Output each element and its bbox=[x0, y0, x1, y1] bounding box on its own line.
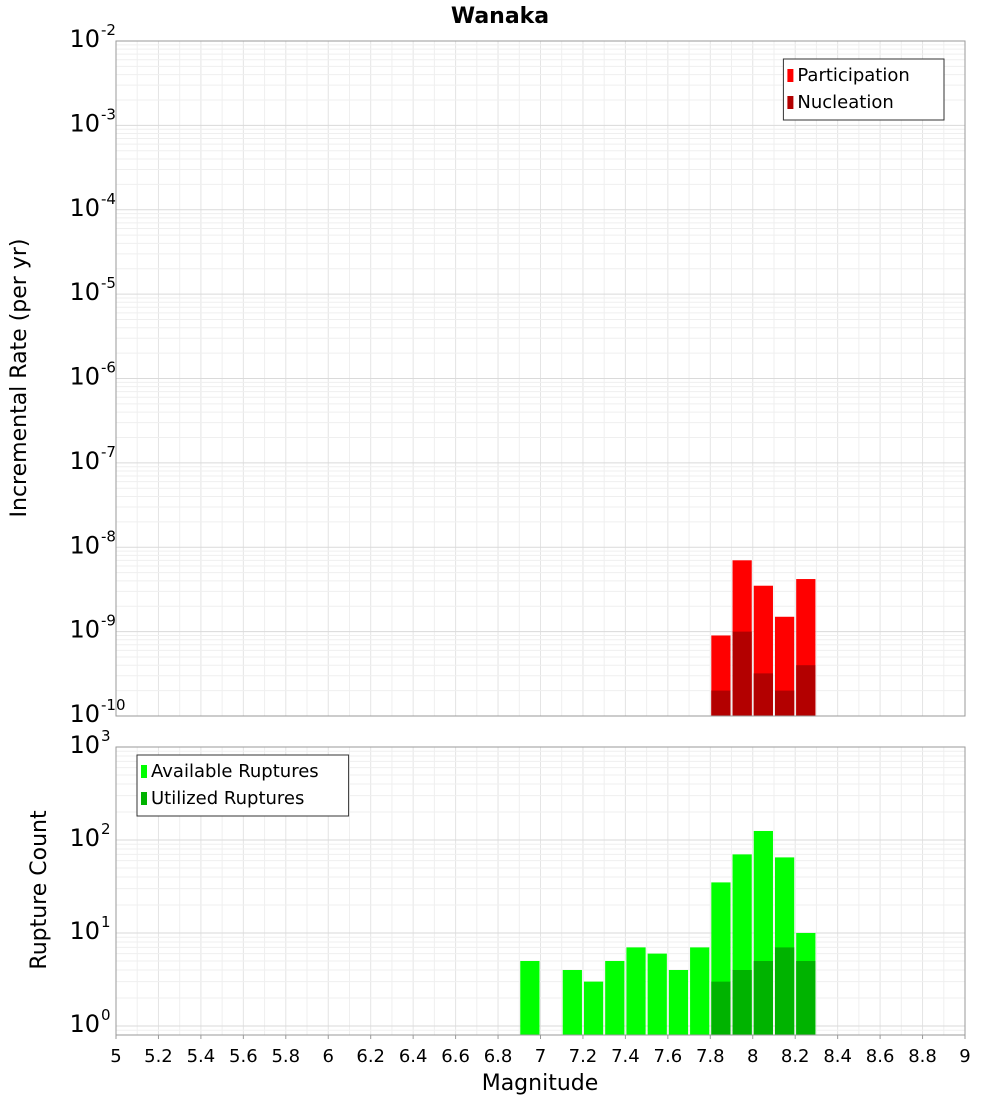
count-y-axis-label: Rupture Count bbox=[27, 810, 52, 970]
y-tick-exponent: 1 bbox=[101, 913, 111, 931]
y-tick-exponent: -5 bbox=[101, 274, 116, 292]
y-tick-label: 10 -5 bbox=[69, 274, 116, 306]
y-tick-base: 10 bbox=[69, 447, 100, 475]
bar-nucleation-7.95 bbox=[732, 631, 752, 716]
legend-label: Available Ruptures bbox=[151, 761, 319, 782]
y-tick-exponent: -6 bbox=[101, 359, 116, 377]
y-tick-exponent: 0 bbox=[101, 1006, 111, 1024]
x-tick-label: 7.8 bbox=[696, 1046, 725, 1067]
y-tick-exponent: 3 bbox=[101, 727, 111, 745]
x-tick-label: 5.6 bbox=[229, 1046, 258, 1067]
x-tick-label: 9 bbox=[959, 1046, 970, 1067]
y-tick-label: 10 0 bbox=[69, 1006, 110, 1038]
y-tick-base: 10 bbox=[69, 1010, 100, 1038]
legend-swatch bbox=[787, 69, 794, 82]
y-tick-exponent: 2 bbox=[101, 820, 111, 838]
bar-available-ruptures-7.25 bbox=[583, 981, 604, 1035]
y-tick-exponent: -3 bbox=[101, 105, 116, 123]
y-tick-base: 10 bbox=[69, 824, 100, 852]
plot-border bbox=[115, 40, 966, 717]
legend-swatch bbox=[141, 765, 147, 778]
y-tick-base: 10 bbox=[69, 194, 100, 222]
x-tick-label: 5 bbox=[110, 1046, 121, 1067]
y-tick-label: 10 -6 bbox=[69, 359, 116, 391]
legend-box bbox=[782, 58, 945, 121]
y-tick-base: 10 bbox=[69, 25, 100, 53]
bar-available-ruptures-7.65 bbox=[668, 969, 689, 1035]
legend-label: Utilized Ruptures bbox=[151, 788, 304, 809]
y-tick-base: 10 bbox=[69, 109, 100, 137]
bar-nucleation-8.15 bbox=[774, 690, 795, 716]
y-tick-base: 10 bbox=[69, 700, 100, 728]
bar-nucleation-8.05 bbox=[753, 673, 773, 716]
y-tick-label: 10 -10 bbox=[69, 696, 125, 728]
legend-box bbox=[136, 754, 350, 817]
y-tick-exponent: -9 bbox=[101, 612, 116, 630]
y-tick-exponent: -7 bbox=[101, 443, 116, 461]
y-tick-base: 10 bbox=[69, 278, 100, 306]
x-tick-label: 6.6 bbox=[441, 1046, 470, 1067]
y-tick-label: 10 -2 bbox=[69, 21, 116, 53]
bar-utilized-ruptures-7.95 bbox=[732, 969, 752, 1035]
bar-utilized-ruptures-8.25 bbox=[796, 960, 816, 1035]
y-tick-label: 10 2 bbox=[69, 820, 110, 852]
rate-y-axis-label: Incremental Rate (per yr) bbox=[7, 239, 32, 518]
y-tick-base: 10 bbox=[69, 616, 100, 644]
y-tick-exponent: -4 bbox=[101, 190, 116, 208]
x-tick-label: 7.2 bbox=[569, 1046, 598, 1067]
bar-available-ruptures-7.15 bbox=[562, 969, 582, 1035]
y-tick-exponent: -2 bbox=[101, 21, 116, 39]
y-tick-exponent: -8 bbox=[101, 527, 116, 545]
y-tick-label: 10 1 bbox=[69, 913, 110, 945]
y-tick-label: 10 -7 bbox=[69, 443, 116, 475]
y-tick-label: 10 -9 bbox=[69, 612, 116, 644]
bar-available-ruptures-7.75 bbox=[690, 947, 710, 1035]
y-tick-exponent: -10 bbox=[101, 696, 126, 714]
x-tick-label: 7 bbox=[535, 1046, 546, 1067]
y-tick-base: 10 bbox=[69, 731, 100, 759]
x-tick-label: 7.6 bbox=[654, 1046, 683, 1067]
bar-utilized-ruptures-8.05 bbox=[753, 960, 773, 1035]
legend-label: Nucleation bbox=[797, 92, 893, 113]
legend: Participation Nucleation bbox=[782, 58, 945, 121]
x-tick-label: 8.4 bbox=[823, 1046, 852, 1067]
rate-panel: 10-210-310-410-510-610-710-810-910 -10Par… bbox=[69, 21, 966, 728]
legend: Available Ruptures Utilized Ruptures bbox=[136, 754, 350, 817]
x-tick-label: 6.2 bbox=[356, 1046, 385, 1067]
y-tick-label: 10 -4 bbox=[69, 190, 116, 222]
y-tick-label: 10 -3 bbox=[69, 105, 116, 137]
x-tick-label: 7.4 bbox=[611, 1046, 640, 1067]
bar-available-ruptures-7.45 bbox=[626, 947, 646, 1035]
bar-utilized-ruptures-8.15 bbox=[774, 947, 795, 1035]
bar-available-ruptures-7.35 bbox=[605, 960, 625, 1035]
chart-title: Wanaka bbox=[451, 4, 549, 29]
legend-label: Participation bbox=[797, 65, 909, 86]
x-tick-label: 8 bbox=[747, 1046, 758, 1067]
y-tick-label: 10 3 bbox=[69, 727, 110, 759]
bar-utilized-ruptures-7.85 bbox=[711, 981, 731, 1035]
bar-nucleation-7.85 bbox=[711, 690, 731, 716]
x-tick-label: 6 bbox=[323, 1046, 334, 1067]
y-tick-base: 10 bbox=[69, 531, 100, 559]
x-axis-label: Magnitude bbox=[482, 1071, 599, 1096]
y-tick-label: 10 -8 bbox=[69, 527, 116, 559]
bar-available-ruptures-6.95 bbox=[520, 960, 540, 1035]
x-tick-label: 6.8 bbox=[484, 1046, 513, 1067]
x-tick-label: 6.4 bbox=[399, 1046, 428, 1067]
x-tick-label: 8.6 bbox=[866, 1046, 895, 1067]
y-tick-base: 10 bbox=[69, 363, 100, 391]
x-tick-label: 5.8 bbox=[271, 1046, 300, 1067]
bar-nucleation-8.25 bbox=[796, 665, 816, 716]
legend-swatch bbox=[141, 792, 147, 805]
x-tick-label: 8.8 bbox=[908, 1046, 937, 1067]
legend-swatch bbox=[787, 96, 794, 109]
x-tick-label: 5.4 bbox=[187, 1046, 216, 1067]
bar-available-ruptures-7.55 bbox=[647, 953, 667, 1035]
y-tick-base: 10 bbox=[69, 917, 100, 945]
x-tick-label: 5.2 bbox=[144, 1046, 173, 1067]
x-tick-label: 8.2 bbox=[781, 1046, 810, 1067]
